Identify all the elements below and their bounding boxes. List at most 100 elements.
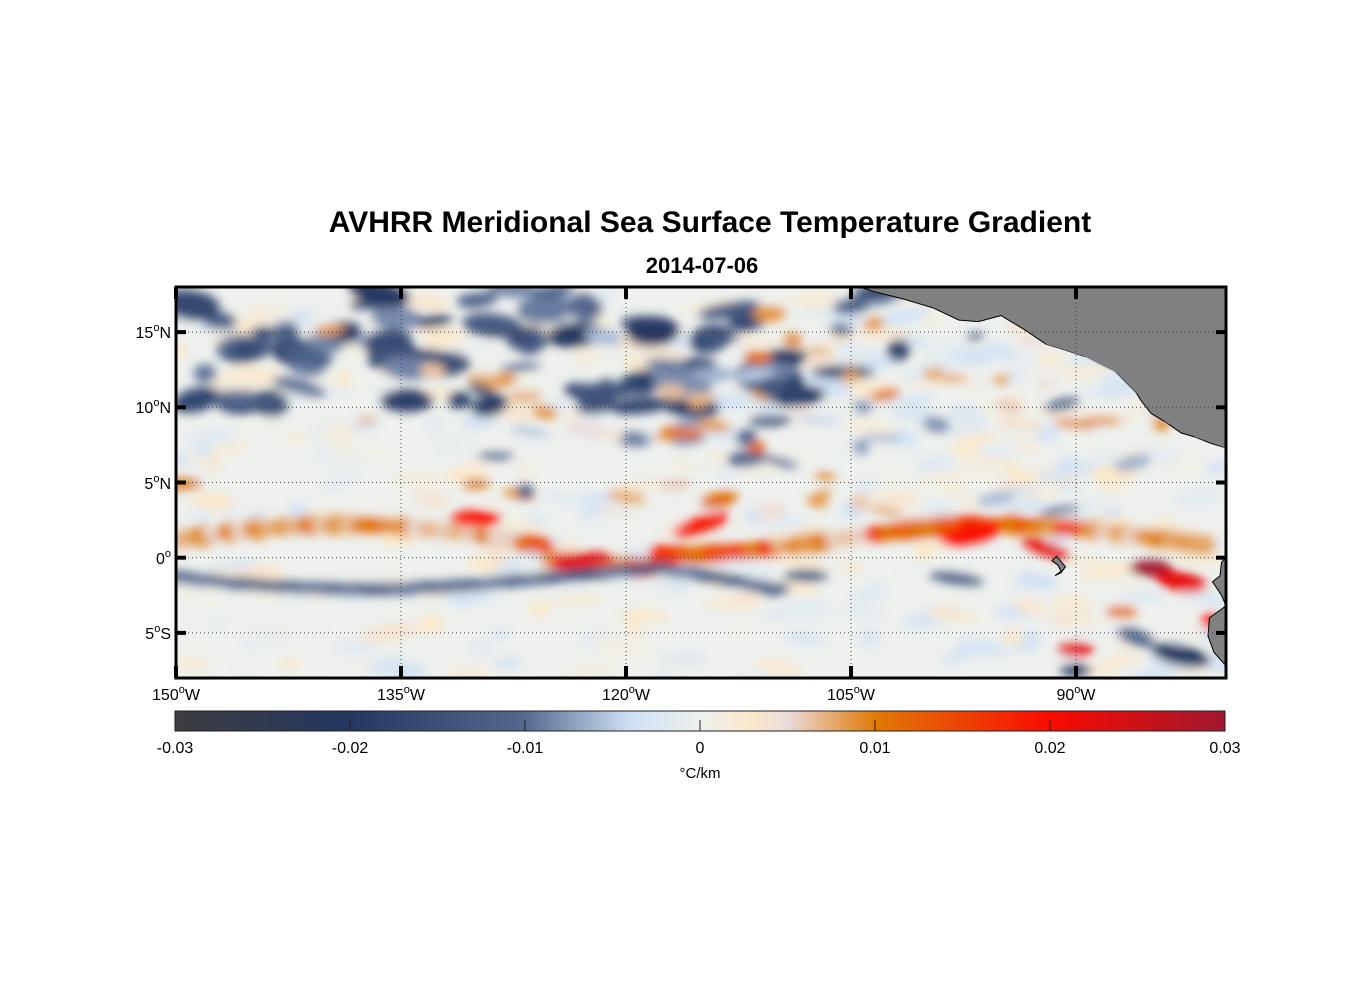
field-patch — [1037, 468, 1072, 484]
field-patch — [1070, 618, 1101, 626]
field-patch — [357, 415, 376, 425]
field-patch — [747, 441, 767, 454]
field-patch — [976, 491, 1017, 506]
field-patch — [1014, 617, 1060, 636]
field-patch — [281, 597, 301, 604]
field-patch — [564, 421, 608, 438]
field-patch — [801, 623, 851, 639]
field-patch — [639, 346, 684, 359]
field-patch — [567, 293, 603, 321]
field-patch — [806, 495, 829, 508]
field-patch — [1203, 458, 1226, 475]
field-patch — [1057, 483, 1080, 493]
colorbar-tick-label: -0.02 — [331, 740, 369, 757]
field-patch — [286, 431, 307, 442]
field-patch — [852, 481, 880, 492]
field-patch — [176, 342, 187, 360]
field-patch — [900, 368, 929, 384]
field-patch — [818, 651, 839, 661]
field-patch — [830, 323, 853, 336]
field-patch — [659, 477, 693, 492]
field-patch — [1121, 573, 1140, 592]
x-tick-label: 105oW — [827, 684, 875, 704]
axis-ticks — [174, 287, 1226, 678]
field-patch — [702, 607, 731, 619]
field-patch — [420, 362, 446, 378]
field-patch — [1047, 534, 1071, 546]
field-patch — [1053, 419, 1095, 429]
field-patch — [526, 514, 551, 526]
field-patch — [1040, 505, 1080, 516]
field-patch — [755, 660, 804, 675]
y-tick-label: 10oN — [135, 397, 171, 418]
field-patch — [601, 429, 625, 441]
field-patch — [314, 323, 345, 337]
chart-title: AVHRR Meridional Sea Surface Temperature… — [328, 206, 1092, 239]
field-patch — [784, 569, 828, 582]
field-patch — [814, 489, 833, 499]
field-patch — [658, 383, 686, 400]
field-patch — [912, 542, 936, 561]
field-patch — [817, 309, 872, 326]
field-patch — [539, 491, 589, 504]
colorbar-tick-label: 0.01 — [859, 740, 891, 757]
field-patch — [607, 491, 647, 504]
field-patch — [935, 338, 967, 352]
field-patch — [732, 369, 775, 381]
field-patch — [547, 552, 615, 570]
colorbar-tick-label: 0 — [695, 740, 705, 757]
field-patch — [997, 417, 1043, 433]
field-patch — [928, 572, 984, 586]
field-patch — [456, 290, 498, 309]
field-patch — [251, 389, 289, 418]
field-patch — [852, 440, 870, 455]
field-patch — [700, 491, 738, 509]
field-patch — [672, 512, 730, 537]
field-patch — [953, 639, 1009, 657]
field-patch — [423, 418, 445, 425]
field-patch — [1151, 643, 1211, 668]
field-patch — [787, 407, 815, 418]
field-patch — [335, 369, 353, 389]
field-patch — [447, 391, 473, 409]
field-patch — [232, 663, 260, 673]
field-patch — [467, 555, 499, 572]
field-patch — [332, 640, 378, 655]
field-patch — [594, 506, 636, 516]
field-patch — [868, 491, 920, 499]
colorbar-tick-label: -0.03 — [156, 740, 194, 757]
field-patch — [1009, 350, 1040, 369]
field-patch — [758, 385, 780, 399]
field-patch — [751, 519, 806, 533]
field-patch — [270, 473, 319, 491]
field-patch — [744, 566, 778, 581]
field-patch — [1081, 417, 1123, 425]
field-patch — [853, 399, 872, 415]
field-patch — [716, 469, 735, 482]
field-patch — [922, 416, 951, 433]
field-patch — [1044, 397, 1080, 412]
field-patch — [1006, 490, 1059, 501]
field-patch — [839, 563, 863, 574]
field-patch — [551, 542, 583, 552]
field-patch — [874, 473, 911, 484]
field-patch — [652, 433, 679, 441]
field-patch — [859, 434, 903, 442]
field-patch — [1117, 627, 1155, 648]
y-tick-label: 0o — [155, 547, 171, 568]
field-patch — [1149, 515, 1177, 531]
field-patch — [1003, 462, 1026, 473]
plot-area — [174, 285, 1228, 680]
field-patch — [755, 502, 788, 519]
field-patch — [547, 321, 603, 348]
field-patch — [697, 301, 761, 320]
field-patch — [992, 375, 1011, 385]
field-patch — [940, 374, 967, 381]
x-tick-label: 150oW — [152, 684, 200, 704]
field-patch — [1155, 570, 1207, 593]
field-patch — [883, 497, 922, 505]
field-patch — [818, 407, 847, 421]
field-patch — [538, 386, 555, 406]
field-patch — [1203, 594, 1226, 604]
field-patch — [841, 606, 887, 617]
